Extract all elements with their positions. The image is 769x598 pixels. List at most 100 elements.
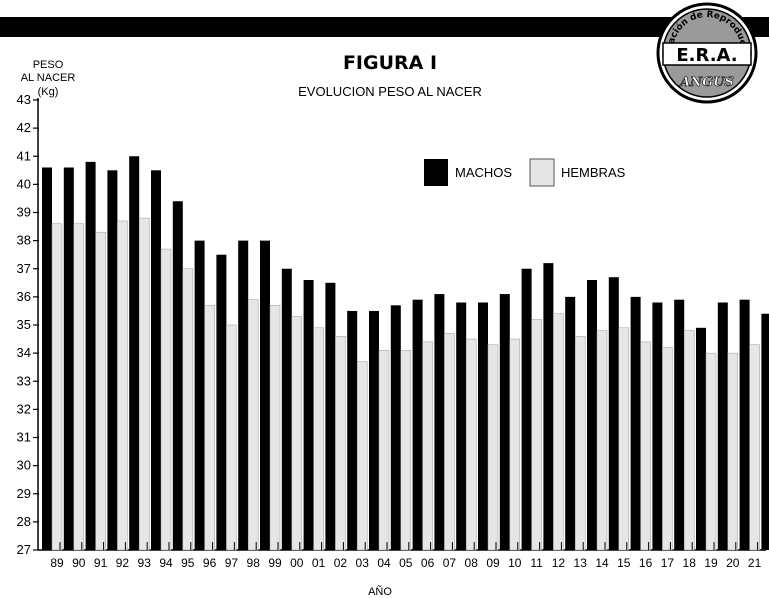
bar-machos-98 xyxy=(238,240,249,550)
bar-machos-21 xyxy=(739,299,750,550)
y-axis-label-line-2: AL NACER xyxy=(20,72,76,84)
bar-hembras-90 xyxy=(73,223,85,551)
bar-machos-07 xyxy=(434,294,445,550)
x-tick-label-11: 11 xyxy=(530,556,543,570)
bar-hembras-12 xyxy=(553,313,564,551)
y-tick-label-36: 36 xyxy=(17,289,31,304)
era-angus-logo: Evaluación de Reproductores E.R.A. ANGUS xyxy=(655,1,758,104)
bar-hembras-95 xyxy=(182,268,194,551)
bar-hembras-00 xyxy=(291,316,303,551)
x-tick-label-02: 02 xyxy=(334,556,348,570)
bar-machos-10 xyxy=(499,294,510,550)
y-tick-label-27: 27 xyxy=(17,542,31,557)
bar-hembras-15 xyxy=(618,327,630,551)
x-tick-label-94: 94 xyxy=(159,556,173,570)
x-tick-label-10: 10 xyxy=(508,556,522,570)
bar-hembras-02 xyxy=(335,336,346,551)
y-tick-label-40: 40 xyxy=(17,176,31,191)
x-tick-label-04: 04 xyxy=(377,556,391,570)
x-tick-label-93: 93 xyxy=(138,556,152,570)
legend-swatch-hembras xyxy=(529,158,555,187)
logo-initials: E.R.A. xyxy=(676,45,737,66)
bar-hembras-13 xyxy=(574,336,586,551)
legend-swatch-machos xyxy=(424,159,448,186)
bar-machos-11 xyxy=(521,268,532,550)
bar-machos-18 xyxy=(674,299,685,550)
bar-hembras-89 xyxy=(51,223,63,551)
x-tick-label-00: 00 xyxy=(290,556,304,570)
x-tick-label-17: 17 xyxy=(661,556,675,570)
bar-hembras-01 xyxy=(313,327,324,551)
figure-title: FIGURA I xyxy=(342,52,438,74)
y-tick-label-28: 28 xyxy=(17,514,31,529)
x-tick-label-97: 97 xyxy=(225,556,239,570)
x-tick-label-19: 19 xyxy=(704,556,718,570)
x-tick-label-92: 92 xyxy=(116,556,130,570)
y-tick-label-43: 43 xyxy=(17,92,31,107)
bar-machos-05 xyxy=(390,305,401,550)
y-tick-label-39: 39 xyxy=(17,205,31,220)
bar-hembras-08 xyxy=(465,338,477,551)
bar-machos-15 xyxy=(608,277,619,550)
bar-hembras-96 xyxy=(204,305,215,551)
x-tick-label-16: 16 xyxy=(639,556,653,570)
bar-hembras-99 xyxy=(269,305,281,551)
bar-hembras-04 xyxy=(378,350,390,551)
x-tick-label-20: 20 xyxy=(726,556,740,570)
bar-machos-17 xyxy=(652,302,663,550)
bar-machos-19 xyxy=(696,327,706,550)
y-tick-label-35: 35 xyxy=(17,317,31,332)
x-axis-label: AÑO xyxy=(368,586,392,598)
bar-hembras-10 xyxy=(509,338,521,551)
bar-hembras-92 xyxy=(117,220,128,551)
y-tick-label-31: 31 xyxy=(17,430,31,445)
y-tick-label-42: 42 xyxy=(17,120,31,135)
bar-machos-94 xyxy=(151,170,161,550)
bar-hembras-94 xyxy=(160,248,172,551)
x-tick-label-06: 06 xyxy=(421,556,435,570)
bar-machos-02 xyxy=(325,282,336,550)
bar-machos-92 xyxy=(107,170,118,550)
x-tick-label-98: 98 xyxy=(247,556,261,570)
bar-hembras-20 xyxy=(727,352,739,551)
legend-label-machos: MACHOS xyxy=(455,165,512,180)
legend-label-hembras: HEMBRAS xyxy=(561,165,626,180)
x-tick-label-08: 08 xyxy=(465,556,479,570)
bar-machos-95 xyxy=(172,201,183,550)
y-axis-label-line-1: PESO xyxy=(32,59,64,71)
x-tick-label-91: 91 xyxy=(94,556,108,570)
bar-machos-03 xyxy=(347,310,358,550)
bar-machos-06 xyxy=(412,299,423,550)
bar-hembras-18 xyxy=(683,330,695,551)
x-tick-label-89: 89 xyxy=(50,556,64,570)
x-tick-label-90: 90 xyxy=(72,556,86,570)
chart-subtitle: EVOLUCION PESO AL NACER xyxy=(298,84,482,99)
bar-machos-99 xyxy=(260,240,270,550)
bar-machos-01 xyxy=(303,280,314,550)
bar-machos-14 xyxy=(587,280,597,550)
y-tick-label-41: 41 xyxy=(17,148,31,163)
bar-machos-04 xyxy=(369,310,379,550)
bar-machos-20 xyxy=(717,302,728,550)
x-tick-label-21: 21 xyxy=(748,556,762,570)
bar-hembras-98 xyxy=(247,299,259,551)
x-tick-label-01: 01 xyxy=(312,556,326,570)
bar-hembras-91 xyxy=(95,231,106,551)
x-tick-label-03: 03 xyxy=(356,556,370,570)
bar-machos-89 xyxy=(42,167,52,550)
x-tick-label-14: 14 xyxy=(595,556,609,570)
bar-hembras-21 xyxy=(749,344,760,551)
x-tick-label-99: 99 xyxy=(268,556,282,570)
bar-machos-13 xyxy=(565,296,576,550)
bar-hembras-11 xyxy=(531,319,542,551)
x-tick-label-09: 09 xyxy=(486,556,500,570)
bar-machos-00 xyxy=(281,268,292,550)
y-tick-label-32: 32 xyxy=(17,401,31,416)
bar-hembras-16 xyxy=(640,341,651,551)
bar-machos-16 xyxy=(630,296,641,550)
y-axis-label-line-3: (Kg) xyxy=(37,86,59,98)
bar-machos-08 xyxy=(456,302,467,550)
y-tick-label-33: 33 xyxy=(17,373,31,388)
logo-bottom-text: ANGUS xyxy=(678,75,734,90)
